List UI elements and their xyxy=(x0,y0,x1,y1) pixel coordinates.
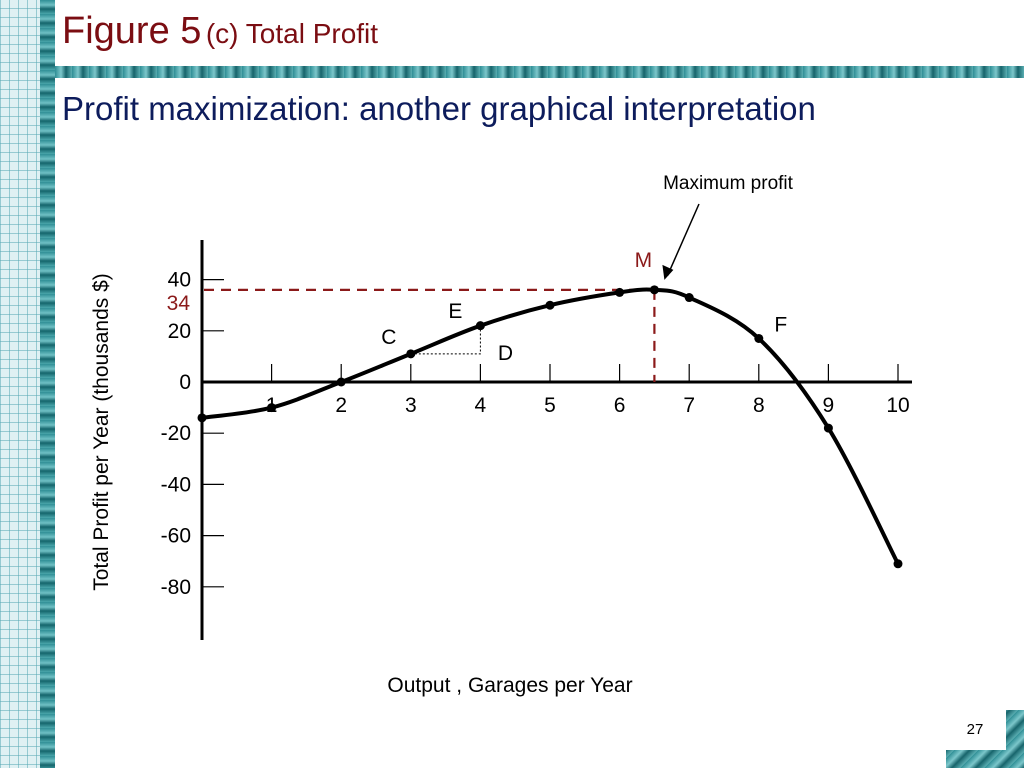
maximum-profit-annotation: Maximum profit xyxy=(663,173,794,194)
data-point xyxy=(684,293,694,303)
y-tick-label: -80 xyxy=(161,576,191,599)
data-point-c xyxy=(406,349,416,359)
data-point xyxy=(197,413,207,423)
slide-subtitle: Profit maximization: another graphical i… xyxy=(62,90,816,127)
data-point xyxy=(893,559,903,569)
title-sub: (c) Total Profit xyxy=(205,18,379,49)
x-tick-label: 4 xyxy=(475,394,487,417)
point-label-c: C xyxy=(381,326,396,349)
x-tick-label: 10 xyxy=(886,394,909,417)
slope-label-e: E xyxy=(448,300,462,323)
data-point xyxy=(823,423,833,433)
y-tick-label: 20 xyxy=(168,320,191,343)
max-profit-value-label: 34 xyxy=(167,292,191,315)
slope-triangle xyxy=(410,325,481,355)
page-number: 27 xyxy=(966,720,984,738)
x-tick-label: 8 xyxy=(753,394,765,417)
data-point xyxy=(267,403,277,413)
x-tick-label: 7 xyxy=(683,394,695,417)
x-axis-label: Output , Garages per Year xyxy=(387,674,632,697)
x-tick-label: 3 xyxy=(405,394,417,417)
data-point-f xyxy=(754,333,764,343)
x-tick-label: 6 xyxy=(614,394,626,417)
data-point xyxy=(475,321,485,331)
maximum-profit-arrow xyxy=(666,203,700,277)
y-tick-label: -40 xyxy=(161,473,191,496)
slope-label-d: D xyxy=(498,342,513,365)
x-tick-label: 9 xyxy=(823,394,835,417)
total-profit-curve xyxy=(201,287,900,565)
title-main: Figure 5 xyxy=(62,10,202,52)
x-tick-label: 2 xyxy=(335,394,347,417)
data-point-m xyxy=(649,285,659,295)
data-point xyxy=(545,300,555,310)
y-tick-label: -60 xyxy=(161,525,191,548)
point-label-f: F xyxy=(774,313,787,336)
maximum-profit-arrowhead xyxy=(662,264,674,280)
left-decorative-stripe xyxy=(40,0,55,768)
title-divider-band xyxy=(55,66,1024,78)
point-label-m: M xyxy=(635,249,653,272)
page-number-box: 27 xyxy=(944,708,1006,750)
data-point xyxy=(336,377,346,387)
y-tick-label: 0 xyxy=(179,371,191,394)
slide-title: Figure 5 (c) Total Profit xyxy=(62,10,378,53)
data-point xyxy=(615,287,625,297)
x-tick-label: 5 xyxy=(544,394,556,417)
y-axis-label: Total Profit per Year (thousands $) xyxy=(90,273,113,591)
y-tick-label: -20 xyxy=(161,422,191,445)
y-tick-label: 40 xyxy=(168,269,191,292)
